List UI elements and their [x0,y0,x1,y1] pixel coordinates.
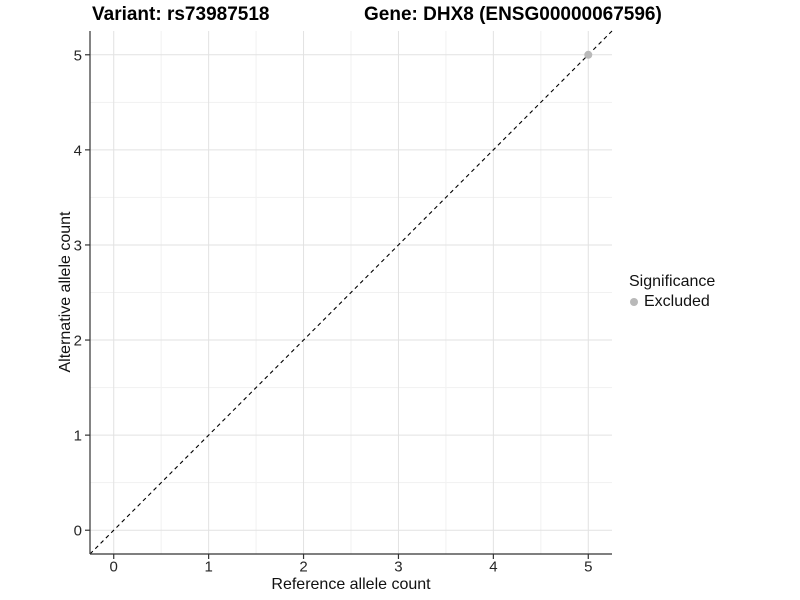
x-tick-label: 2 [299,559,307,576]
plot-title-gene: Gene: DHX8 (ENSG00000067596) [364,4,662,25]
legend-point-icon [630,298,638,306]
data-point [584,50,593,59]
x-axis-label: Reference allele count [271,576,431,593]
y-tick-label: 5 [74,47,82,64]
legend-title: Significance [629,273,716,290]
legend: Significance Excluded [629,272,715,312]
y-axis-label: Alternative allele count [57,211,74,373]
y-tick-label: 3 [74,237,82,254]
plot-title-variant: Variant: rs73987518 [92,4,270,25]
y-tick-label: 2 [74,333,82,350]
x-tick-label: 4 [489,559,497,576]
legend-item-label: Excluded [644,293,710,310]
legend-item-excluded: Excluded [630,292,715,312]
x-tick-label: 5 [584,559,592,576]
x-tick-label: 0 [110,559,118,576]
x-tick-label: 3 [394,559,402,576]
y-tick-label: 0 [74,523,82,540]
x-tick-label: 1 [204,559,212,576]
y-tick-label: 1 [74,428,82,445]
identity-line [89,30,613,555]
y-tick-label: 4 [74,142,82,159]
